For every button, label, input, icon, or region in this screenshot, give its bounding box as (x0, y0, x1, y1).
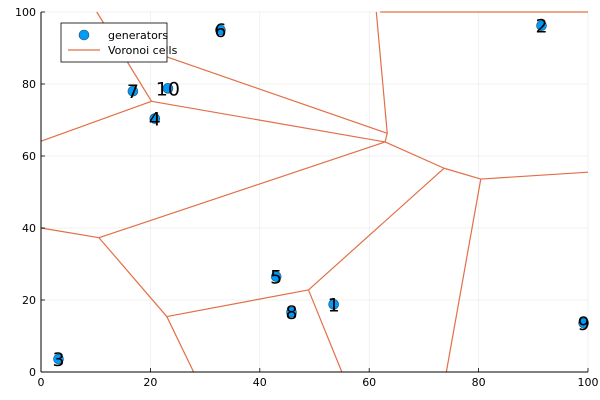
generator-labels: 1 2 3 4 5 6 7 8 9 10 (52, 16, 589, 371)
generator-points (53, 20, 589, 365)
y-tick-label: 0 (29, 366, 36, 379)
voronoi-edge (308, 167, 445, 291)
generator-point (536, 20, 547, 31)
legend: generators Voronoi cells (60, 22, 178, 63)
generator-label: 5 (270, 267, 282, 289)
voronoi-edge (98, 141, 386, 239)
generator-point (286, 306, 297, 318)
voronoi-edge (307, 289, 343, 373)
voronoi-edge (375, 11, 388, 134)
generator-label: 4 (149, 109, 161, 131)
generator-point (328, 299, 339, 310)
gridlines (40, 11, 589, 373)
legend-voronoi-label: Voronoi cells (108, 44, 178, 57)
x-tick-label: 40 (253, 376, 267, 389)
generator-label: 1 (328, 294, 340, 316)
generator-label: 9 (578, 313, 590, 335)
generator-label: 2 (535, 16, 547, 38)
y-tick-label: 80 (22, 78, 36, 91)
voronoi-edge (151, 51, 388, 134)
x-tick-label: 80 (472, 376, 486, 389)
x-tick-label: 100 (578, 376, 599, 389)
y-tick-label: 40 (22, 222, 36, 235)
legend-generators-label: generators (108, 29, 168, 42)
generator-point (149, 113, 161, 124)
voronoi-edge (443, 167, 481, 180)
generator-point (53, 353, 64, 365)
voronoi-edge (384, 141, 445, 169)
generator-point (578, 317, 589, 329)
generator-point (270, 271, 282, 282)
tick-labels: 0 20 40 60 80 100 0 20 40 60 80 100 (15, 6, 599, 389)
voronoi-edge (384, 133, 388, 143)
generator-point (162, 83, 174, 94)
voronoi-edge (98, 237, 168, 317)
voronoi-edge (166, 289, 309, 318)
voronoi-edge (40, 227, 100, 239)
voronoi-edge (151, 100, 386, 143)
voronoi-edge (40, 100, 152, 142)
generator-label: 8 (285, 302, 297, 324)
x-tick-label: 20 (143, 376, 157, 389)
generator-label: 3 (52, 349, 64, 371)
x-tick-label: 0 (38, 376, 45, 389)
legend-box (60, 22, 168, 63)
y-tick-label: 100 (15, 6, 36, 19)
generator-point (215, 24, 226, 36)
voronoi-edge (166, 316, 195, 373)
generator-label: 10 (156, 78, 180, 100)
generator-label: 7 (127, 81, 139, 103)
generator-label: 6 (214, 20, 226, 42)
x-tick-label: 60 (362, 376, 376, 389)
axes (40, 11, 589, 373)
y-tick-label: 20 (22, 294, 36, 307)
legend-generators-marker (78, 29, 90, 41)
voronoi-edge (445, 178, 482, 373)
y-tick-label: 60 (22, 150, 36, 163)
voronoi-cells (40, 11, 589, 373)
generator-point (127, 85, 139, 97)
voronoi-edge (480, 171, 589, 180)
